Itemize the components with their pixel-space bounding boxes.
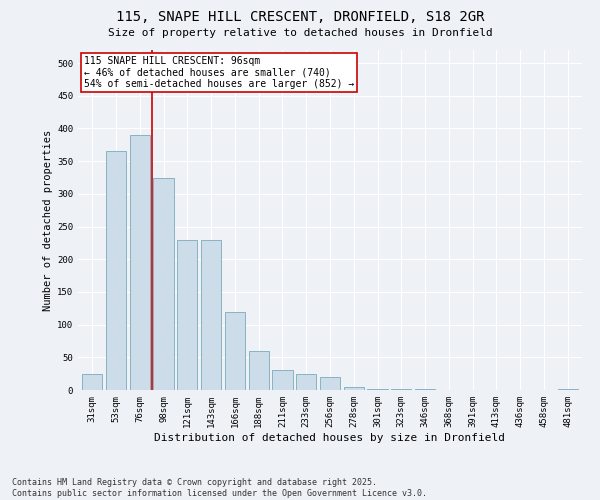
Bar bbox=[367, 388, 388, 390]
Bar bbox=[177, 240, 197, 390]
Bar bbox=[557, 388, 578, 390]
Bar bbox=[82, 374, 103, 390]
Bar bbox=[106, 152, 126, 390]
Bar bbox=[344, 386, 364, 390]
Bar bbox=[272, 370, 293, 390]
Text: 115 SNAPE HILL CRESCENT: 96sqm
← 46% of detached houses are smaller (740)
54% of: 115 SNAPE HILL CRESCENT: 96sqm ← 46% of … bbox=[83, 56, 354, 89]
Bar bbox=[248, 351, 269, 390]
Bar bbox=[130, 135, 150, 390]
Bar bbox=[154, 178, 173, 390]
X-axis label: Distribution of detached houses by size in Dronfield: Distribution of detached houses by size … bbox=[155, 432, 505, 442]
Bar bbox=[225, 312, 245, 390]
Bar bbox=[296, 374, 316, 390]
Bar bbox=[201, 240, 221, 390]
Bar bbox=[320, 377, 340, 390]
Y-axis label: Number of detached properties: Number of detached properties bbox=[43, 130, 53, 310]
Text: Size of property relative to detached houses in Dronfield: Size of property relative to detached ho… bbox=[107, 28, 493, 38]
Text: Contains HM Land Registry data © Crown copyright and database right 2025.
Contai: Contains HM Land Registry data © Crown c… bbox=[12, 478, 427, 498]
Text: 115, SNAPE HILL CRESCENT, DRONFIELD, S18 2GR: 115, SNAPE HILL CRESCENT, DRONFIELD, S18… bbox=[116, 10, 484, 24]
